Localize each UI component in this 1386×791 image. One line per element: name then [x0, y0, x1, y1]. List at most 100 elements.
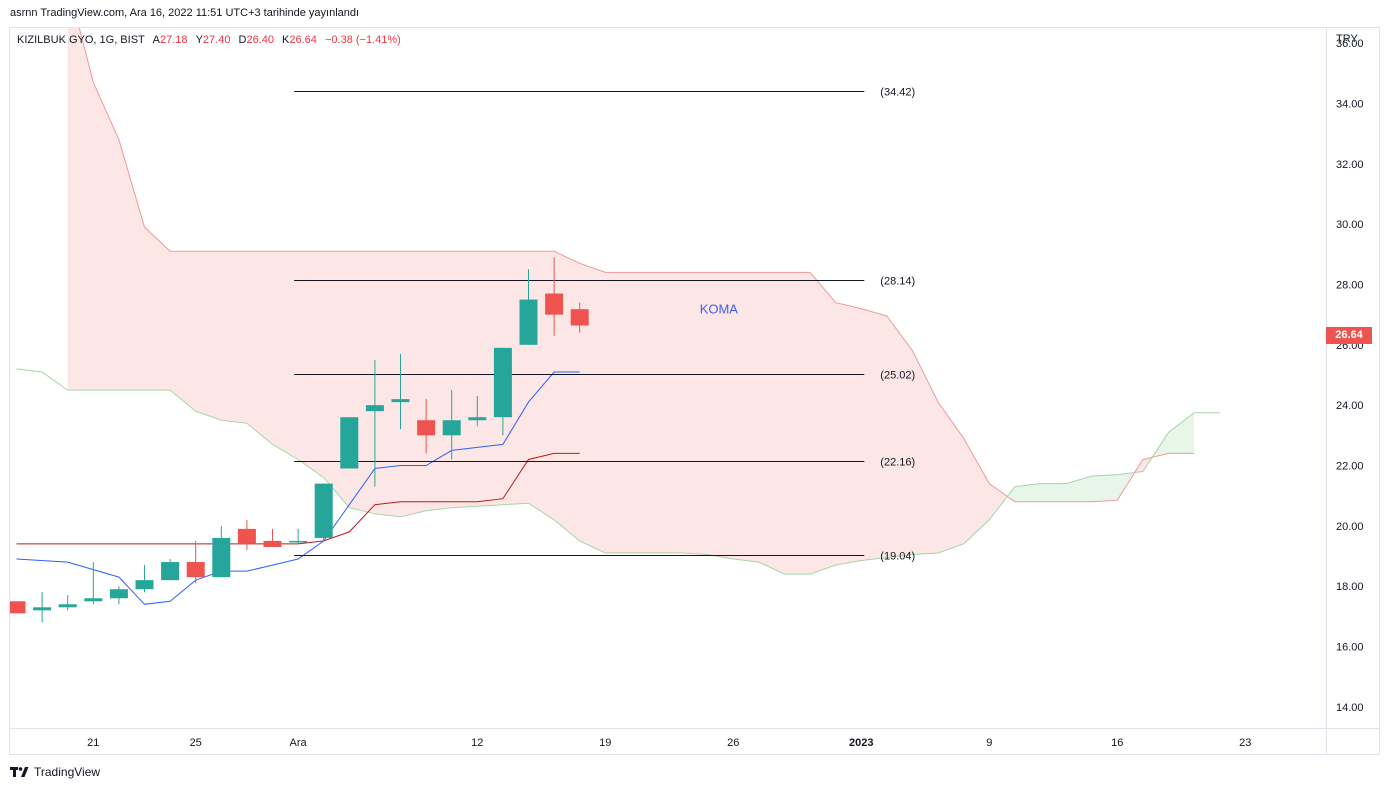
- change-value: −0.38 (−1.41%): [324, 34, 401, 46]
- candle-body: [314, 483, 333, 538]
- candle-7: [186, 540, 205, 584]
- time-tick-2: Ara: [290, 737, 308, 749]
- low-label: D: [238, 34, 247, 46]
- candle-body: [519, 299, 538, 345]
- time-tick-1: 25: [190, 737, 202, 749]
- publish-info: asrnn TradingView.com, Ara 16, 2022 11:5…: [10, 7, 360, 19]
- time-tick-8: 16: [1111, 737, 1123, 749]
- koma-annotation: KOMA: [700, 302, 739, 317]
- price-tick-9: 18.00: [1336, 581, 1364, 593]
- candle-19: [493, 347, 512, 436]
- price-tick-6: 24.00: [1336, 400, 1364, 412]
- candle-0: [10, 601, 26, 614]
- cloud-bear-area: [1135, 457, 1151, 473]
- candle-body: [340, 417, 359, 469]
- price-tick-10: 16.00: [1336, 642, 1364, 654]
- high-value: 27.40: [202, 34, 231, 46]
- price-tick-7: 22.00: [1336, 461, 1364, 473]
- candles: [10, 257, 589, 623]
- time-tick-9: 23: [1239, 737, 1251, 749]
- candle-body: [135, 580, 154, 590]
- candle-6: [161, 559, 180, 581]
- candle-body: [84, 598, 103, 602]
- candle-15: [391, 353, 410, 430]
- candle-body: [109, 589, 128, 599]
- time-tick-5: 26: [727, 737, 739, 749]
- currency-label: TRY: [1336, 33, 1358, 45]
- time-tick-0: 21: [87, 737, 99, 749]
- candle-body: [468, 417, 487, 421]
- senkou-span-b-line: [78, 28, 1195, 503]
- close-value: 26.64: [289, 34, 317, 46]
- annotations: KOMA: [700, 302, 739, 317]
- candle-21: [545, 257, 564, 336]
- price-tick-1: 34.00: [1336, 98, 1364, 110]
- horizontal-levels: (34.42) (28.14) (25.02) (22.16) (19.04): [294, 87, 915, 563]
- cloud-bull-area: [1153, 412, 1195, 458]
- candle-body: [570, 309, 589, 326]
- cloud-bull-area: [1009, 472, 1133, 502]
- brand-name: TradingView: [34, 765, 101, 779]
- candle-5: [135, 565, 154, 593]
- open-label: A: [152, 34, 160, 46]
- candle-body: [442, 420, 461, 436]
- candle-body: [10, 601, 26, 614]
- candle-3: [84, 562, 103, 605]
- low-value: 26.40: [246, 34, 274, 46]
- candle-body: [237, 528, 256, 544]
- candle-body: [58, 604, 77, 608]
- time-tick-3: 12: [471, 737, 483, 749]
- candle-13: [340, 417, 359, 469]
- high-label: Y: [195, 34, 203, 46]
- symbol-name: KIZILBUK GYO, 1G, BIST: [17, 34, 145, 46]
- tradingview-logo-icon: [10, 766, 30, 778]
- kijun-sen-line: [16, 452, 580, 545]
- level-label-1: (28.14): [880, 276, 915, 288]
- candle-body: [289, 540, 308, 543]
- candle-16: [417, 399, 436, 454]
- candle-4: [109, 586, 128, 605]
- candle-body: [161, 562, 180, 581]
- candle-body: [33, 607, 52, 611]
- candle-body: [263, 540, 282, 547]
- candle-body: [391, 399, 410, 403]
- senkou-span-a-line: [16, 368, 1220, 575]
- candle-body: [545, 293, 564, 315]
- level-label-3: (22.16): [880, 457, 915, 469]
- candle-body: [365, 405, 384, 412]
- candle-14: [365, 359, 384, 487]
- candle-22: [570, 302, 589, 333]
- price-tick-4: 28.00: [1336, 279, 1364, 291]
- level-label-2: (25.02): [880, 370, 915, 382]
- open-value: 27.18: [159, 34, 188, 46]
- candle-10: [263, 528, 282, 547]
- close-label: K: [282, 34, 290, 46]
- candle-1: [33, 592, 52, 623]
- candle-body: [417, 420, 436, 436]
- level-label-0: (34.42): [880, 87, 915, 99]
- ichimoku-cloud: [16, 28, 1220, 575]
- time-tick-7: 9: [986, 737, 992, 749]
- candle-20: [519, 269, 538, 345]
- candle-body: [493, 347, 512, 418]
- candle-9: [237, 519, 256, 550]
- cloud-bear-area: [67, 28, 1008, 575]
- candle-body: [186, 562, 205, 578]
- candle-12: [314, 483, 333, 541]
- price-tick-11: 14.00: [1336, 702, 1364, 714]
- time-tick-4: 19: [599, 737, 611, 749]
- symbol-legend: KIZILBUK GYO, 1G, BIST A27.18 Y27.40 D26…: [17, 34, 401, 46]
- axes: 36.0034.0032.0030.0028.0026.0024.0022.00…: [10, 28, 1380, 755]
- candle-body: [212, 537, 231, 578]
- chart-frame: [9, 27, 1380, 755]
- price-tick-0: 36.00: [1336, 38, 1364, 50]
- candle-11: [289, 528, 308, 544]
- candle-17: [442, 390, 461, 460]
- last-price-tag: 26.64: [1326, 327, 1372, 344]
- level-label-4: (19.04): [880, 551, 915, 563]
- candle-8: [212, 525, 231, 578]
- candle-2: [58, 595, 77, 611]
- candle-18: [468, 396, 487, 427]
- time-tick-6: 2023: [849, 737, 873, 749]
